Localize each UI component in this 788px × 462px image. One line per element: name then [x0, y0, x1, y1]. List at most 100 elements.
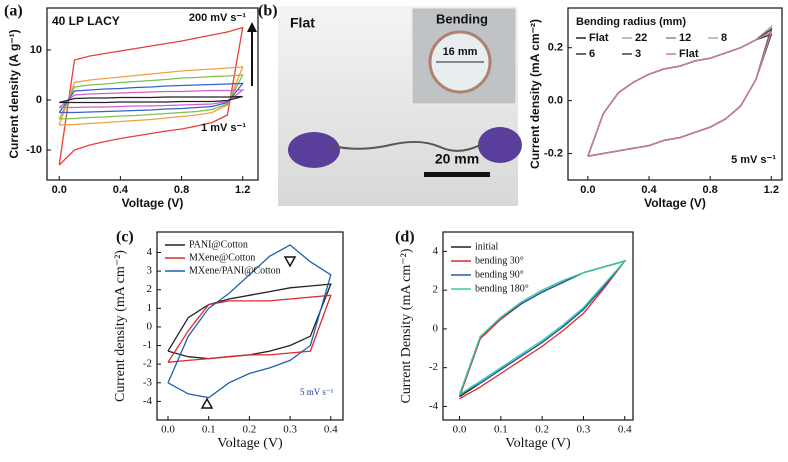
legend-label: 22: [635, 32, 647, 44]
legend-label: Flat: [679, 48, 699, 60]
legend-label: bending 90°: [475, 269, 524, 280]
y-tick-label: 1: [147, 302, 153, 314]
x-tick-label: 0.0: [52, 184, 67, 196]
legend-label: MXene/PANI@Cotton: [189, 265, 281, 276]
legend-label: 3: [635, 48, 641, 60]
photo-label: 16 mm: [443, 46, 478, 58]
legend-label: bending 30°: [475, 255, 524, 266]
y-tick-label: -1: [143, 339, 152, 351]
x-tick-label: 0.1: [494, 424, 508, 436]
x-tick-label: 0.4: [113, 184, 129, 196]
y-tick-label: -3: [143, 376, 153, 388]
y-tick-label: -4: [429, 400, 439, 412]
y-tick-label: -4: [143, 395, 153, 407]
y-axis-label: Current density (mA cm⁻²): [528, 19, 542, 169]
panel-label: (b): [258, 3, 278, 20]
y-tick-label: 0: [433, 322, 439, 334]
flat-device: [331, 141, 483, 152]
x-tick-label: 0.3: [577, 424, 591, 436]
legend-label: PANI@Cotton: [189, 239, 248, 250]
x-axis-label: Voltage (V): [505, 436, 571, 451]
y-axis-label: Current Density (mA cm⁻²): [399, 248, 414, 403]
legend-title: Bending radius (mm): [576, 16, 686, 28]
legend-label: 6: [589, 48, 595, 60]
y-tick-label: 4: [147, 246, 153, 258]
x-axis-label: Voltage (V): [217, 436, 283, 451]
photo-label: Flat: [290, 15, 315, 31]
y-tick-label: -10: [26, 144, 42, 156]
y-tick-label: 10: [30, 44, 42, 56]
x-tick-label: 0.0: [453, 424, 467, 436]
annotation: 5 mV s⁻¹: [731, 154, 776, 166]
legend-label: bending 180°: [475, 283, 529, 294]
y-tick-label: 0.0: [548, 95, 563, 107]
y-axis-label: Current density (mA cm⁻²): [113, 250, 128, 402]
y-tick-label: 4: [433, 245, 439, 257]
peak-marker: [200, 397, 214, 409]
chart-title: 40 LP LACY: [52, 14, 120, 28]
x-tick-label: 0.4: [324, 424, 338, 436]
y-tick-label: 3: [147, 265, 153, 277]
annotation: 1 mV s⁻¹: [201, 122, 246, 134]
y-tick-label: 2: [433, 284, 439, 296]
plot-frame: [46, 7, 259, 181]
x-axis-label: Voltage (V): [644, 196, 706, 210]
cv-curve: [58, 66, 244, 126]
y-tick-label: -0.2: [544, 147, 563, 159]
chart: 0.0 0.1 0.2 0.3 0.4 -4 -3 -2 -1 0 1 2 3 4 Voltage (V) C…: [113, 229, 344, 451]
photo: Flat Bending 16 mm 20 mm: [278, 6, 522, 206]
cv-curve: [58, 82, 245, 114]
x-tick-label: 0.8: [703, 184, 718, 196]
hand-right: [478, 127, 522, 163]
y-tick-label: 0.2: [548, 42, 563, 54]
cv-curve: [167, 294, 332, 363]
cv-curve: [58, 26, 244, 166]
x-tick-label: 0.3: [283, 424, 297, 436]
legend-label: Flat: [589, 32, 609, 44]
panel-label: (d): [395, 229, 415, 246]
peak-marker: [283, 256, 297, 268]
panel-label: (c): [116, 229, 134, 246]
y-axis-label: Current density (A g⁻¹): [7, 29, 21, 158]
x-tick-label: 0.1: [202, 424, 216, 436]
annotation: 5 mV s⁻¹: [300, 387, 334, 397]
y-tick-label: 2: [147, 283, 153, 295]
plot-frame: [156, 231, 344, 421]
scale-bar: [424, 172, 490, 177]
y-tick-label: 0: [36, 94, 42, 106]
legend-label: initial: [475, 241, 499, 252]
x-axis-label: Voltage (V): [122, 196, 184, 210]
chart: 0.0 0.1 0.2 0.3 0.4 -4 -2 0 2 4 Voltage (V) Current…: [395, 229, 634, 451]
photo-label: Bending: [436, 11, 488, 26]
y-tick-label: 0: [147, 320, 153, 332]
photo-label: 20 mm: [435, 151, 479, 167]
chart: 0.0 0.4 0.8 1.2 -0.2 0.0 0.2 Voltage (V) Current…: [528, 7, 783, 210]
arrow-head: [247, 22, 257, 32]
x-tick-label: 1.2: [235, 184, 250, 196]
cv-curve: [59, 95, 243, 104]
chart: 0.0 0.4 0.8 1.2 -10 0 10 Voltage (V) Current den…: [4, 3, 259, 210]
cv-curve: [458, 259, 627, 396]
annotation: 200 mV s⁻¹: [189, 12, 247, 24]
legend-label: MXene@Cotton: [189, 252, 255, 263]
x-tick-label: 0.2: [535, 424, 549, 436]
cv-curve: [58, 74, 244, 120]
y-tick-label: -2: [143, 358, 152, 370]
x-tick-label: 0.2: [243, 424, 257, 436]
plot-frame: [442, 231, 634, 421]
x-tick-label: 0.0: [161, 424, 175, 436]
x-tick-label: 1.2: [764, 184, 779, 196]
y-tick-label: -2: [429, 361, 438, 373]
hand-left: [288, 132, 340, 168]
plot-frame: [567, 7, 783, 181]
cv-curve: [167, 244, 332, 399]
legend-label: 8: [721, 32, 727, 44]
x-tick-label: 0.4: [618, 424, 632, 436]
x-tick-label: 0.0: [580, 184, 595, 196]
legend-label: 12: [679, 32, 691, 44]
cv-curve: [167, 283, 332, 360]
x-tick-label: 0.4: [641, 184, 657, 196]
panel-label: (a): [4, 3, 23, 20]
x-tick-label: 0.8: [174, 184, 189, 196]
